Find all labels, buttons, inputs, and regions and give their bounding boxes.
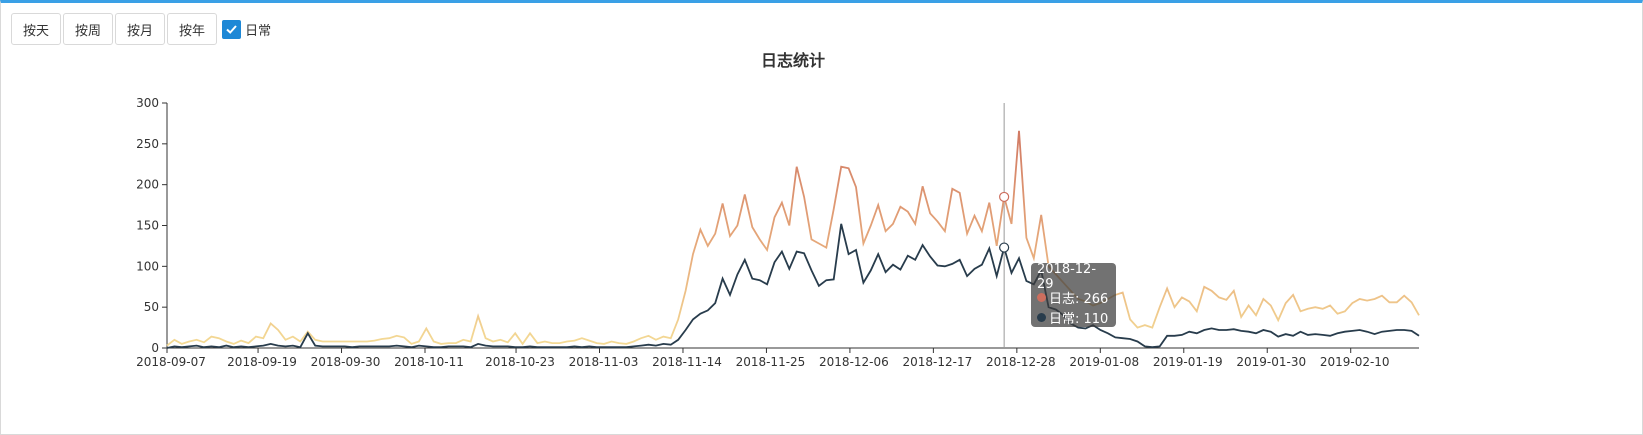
x-tick-label: 2019-01-19	[1153, 355, 1223, 369]
toolbar: 按天 按周 按月 按年 日常	[11, 13, 271, 45]
x-axis: 2018-09-07 2018-09-19 2018-09-30 2018-10-11…	[136, 347, 1419, 369]
chart-title: 日志统计	[761, 51, 825, 70]
tooltip: 2018-12-29 日志: 266 日常: 110	[1031, 262, 1116, 327]
x-tick-label: 2018-09-19	[227, 355, 297, 369]
by-year-button[interactable]: 按年	[167, 13, 218, 45]
x-tick-label: 2018-11-14	[652, 355, 722, 369]
x-tick-label: 2018-10-11	[394, 355, 464, 369]
checkmark-icon[interactable]	[222, 19, 242, 39]
highlight-point-rizhi	[999, 191, 1010, 203]
y-tick-label: 250	[136, 137, 159, 151]
x-tick-label: 2018-12-28	[986, 355, 1056, 369]
x-tick-label: 2019-01-08	[1069, 355, 1139, 369]
x-tick-label: 2019-02-10	[1320, 355, 1390, 369]
y-tick-label: 200	[136, 178, 159, 192]
x-tick-label: 2018-09-07	[136, 355, 206, 369]
x-tick-label: 2018-12-06	[819, 355, 889, 369]
tooltip-date: 2018-12-29	[1037, 262, 1097, 292]
series-line-rizhi	[166, 130, 1420, 347]
tooltip-value-richang: 日常: 110	[1049, 311, 1109, 327]
series-line-richang	[166, 223, 1420, 349]
tooltip-dot-richang	[1037, 312, 1046, 322]
by-month-button[interactable]: 按月	[115, 13, 166, 45]
by-week-button[interactable]: 按周	[63, 13, 114, 45]
y-tick-label: 0	[151, 341, 159, 355]
tooltip-value-rizhi: 日志: 266	[1049, 291, 1109, 307]
x-tick-label: 2018-11-25	[736, 355, 806, 369]
by-day-button[interactable]: 按天	[11, 13, 62, 45]
y-tick-label: 100	[136, 259, 159, 273]
tooltip-dot-rizhi	[1037, 292, 1046, 302]
highlight-point-richang	[999, 242, 1010, 253]
y-axis: 0 50 100 150 200 250 300	[136, 96, 168, 355]
x-tick-label: 2019-01-30	[1236, 355, 1306, 369]
tooltip-row-rizhi: 日志: 266	[1037, 287, 1110, 307]
x-tick-label: 2018-09-30	[311, 355, 381, 369]
x-tick-label: 2018-12-17	[903, 355, 973, 369]
x-tick-label: 2018-11-03	[569, 355, 639, 369]
y-tick-label: 150	[136, 219, 159, 233]
daily-checkbox[interactable]: 日常	[222, 19, 272, 39]
y-tick-label: 50	[144, 300, 159, 314]
daily-checkbox-label: 日常	[245, 23, 272, 39]
y-tick-label: 300	[136, 96, 159, 110]
tooltip-row-richang: 日常: 110	[1037, 307, 1110, 327]
x-tick-label: 2018-10-23	[485, 355, 555, 369]
